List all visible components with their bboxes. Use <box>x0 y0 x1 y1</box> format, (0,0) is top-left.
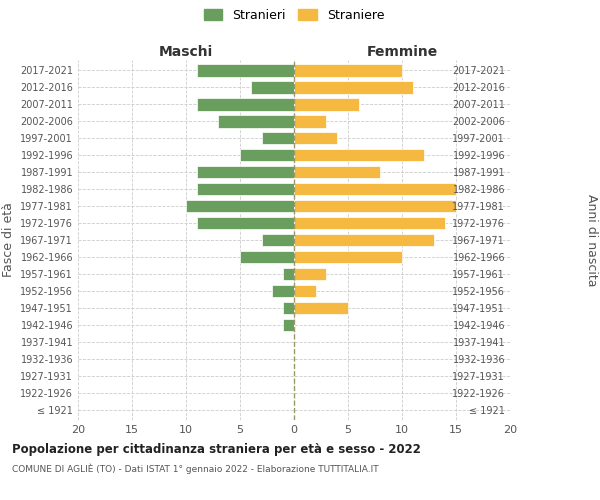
Bar <box>262 234 294 246</box>
Bar <box>294 216 445 230</box>
Bar <box>283 302 294 314</box>
Text: COMUNE DI AGLIÈ (TO) - Dati ISTAT 1° gennaio 2022 - Elaborazione TUTTITALIA.IT: COMUNE DI AGLIÈ (TO) - Dati ISTAT 1° gen… <box>12 464 379 474</box>
Bar <box>262 132 294 144</box>
Bar <box>272 284 294 298</box>
Text: Maschi: Maschi <box>159 45 213 59</box>
Bar <box>294 81 413 94</box>
Bar <box>294 250 402 264</box>
Text: Anni di nascita: Anni di nascita <box>584 194 598 286</box>
Bar <box>294 115 326 128</box>
Y-axis label: Fasce di età: Fasce di età <box>2 202 14 278</box>
Bar <box>294 64 402 76</box>
Bar <box>283 318 294 332</box>
Bar <box>240 148 294 162</box>
Bar <box>294 200 456 212</box>
Bar <box>294 284 316 298</box>
Bar <box>294 234 434 246</box>
Bar <box>186 200 294 212</box>
Bar <box>294 302 348 314</box>
Bar <box>197 98 294 110</box>
Bar <box>294 166 380 178</box>
Bar <box>294 148 424 162</box>
Bar <box>218 115 294 128</box>
Text: Femmine: Femmine <box>367 45 437 59</box>
Bar <box>294 132 337 144</box>
Bar <box>197 166 294 178</box>
Bar <box>294 98 359 110</box>
Bar <box>197 182 294 196</box>
Bar <box>294 268 326 280</box>
Bar <box>240 250 294 264</box>
Legend: Stranieri, Straniere: Stranieri, Straniere <box>200 5 388 25</box>
Bar <box>197 64 294 76</box>
Text: Popolazione per cittadinanza straniera per età e sesso - 2022: Popolazione per cittadinanza straniera p… <box>12 442 421 456</box>
Bar <box>283 268 294 280</box>
Bar <box>197 216 294 230</box>
Bar <box>294 182 456 196</box>
Bar <box>251 81 294 94</box>
